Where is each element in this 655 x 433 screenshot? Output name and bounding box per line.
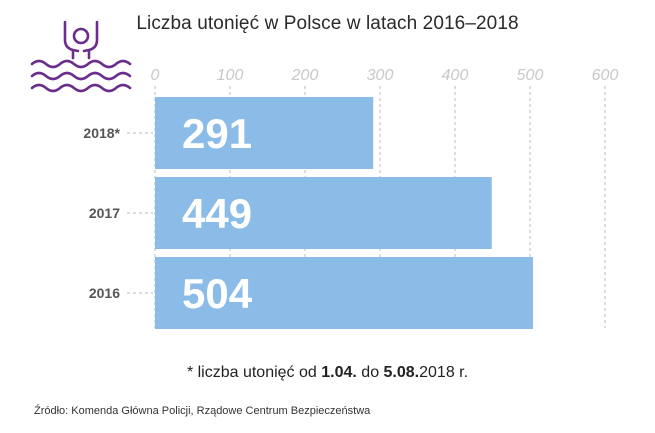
wave-2 [30,71,132,81]
bar [155,97,374,169]
x-tick-label: 0 [151,67,160,84]
footnote-middle: do [356,364,384,381]
x-tick-label: 500 [517,67,544,84]
swimmer-icon-svg [30,20,132,93]
footnote: * liczba utonięć od 1.04. do 5.08.2018 r… [0,364,655,382]
category-label: 2016 [89,285,120,301]
footnote-prefix: * liczba utonięć od [186,364,322,381]
x-tick-label: 300 [367,67,394,84]
x-tick-label: 400 [442,67,469,84]
chart-title: Liczba utonięć w Polsce w latach 2016–20… [136,13,519,34]
category-label: 2017 [89,205,120,221]
wave-3 [30,83,132,93]
x-tick-label: 600 [592,67,619,84]
swimmer-drowning-icon [28,14,138,100]
x-tick-label: 200 [291,67,319,84]
swimmer-body [71,48,91,60]
bar-value-label: 449 [182,190,252,237]
category-label: 2018* [83,125,120,141]
x-tick-label: 100 [217,67,244,84]
footnote-date-to: 5.08. [383,364,420,381]
wave-1 [30,59,132,69]
footnote-date-from: 1.04. [321,364,357,381]
source-note: Źródło: Komenda Główna Policji, Rządowe … [34,405,371,417]
footnote-suffix: 2018 r. [419,364,469,381]
bar-value-label: 291 [182,110,252,157]
bar [155,177,492,249]
swimmer-head [72,27,90,45]
bar-value-label: 504 [182,270,253,317]
bar [155,257,533,329]
